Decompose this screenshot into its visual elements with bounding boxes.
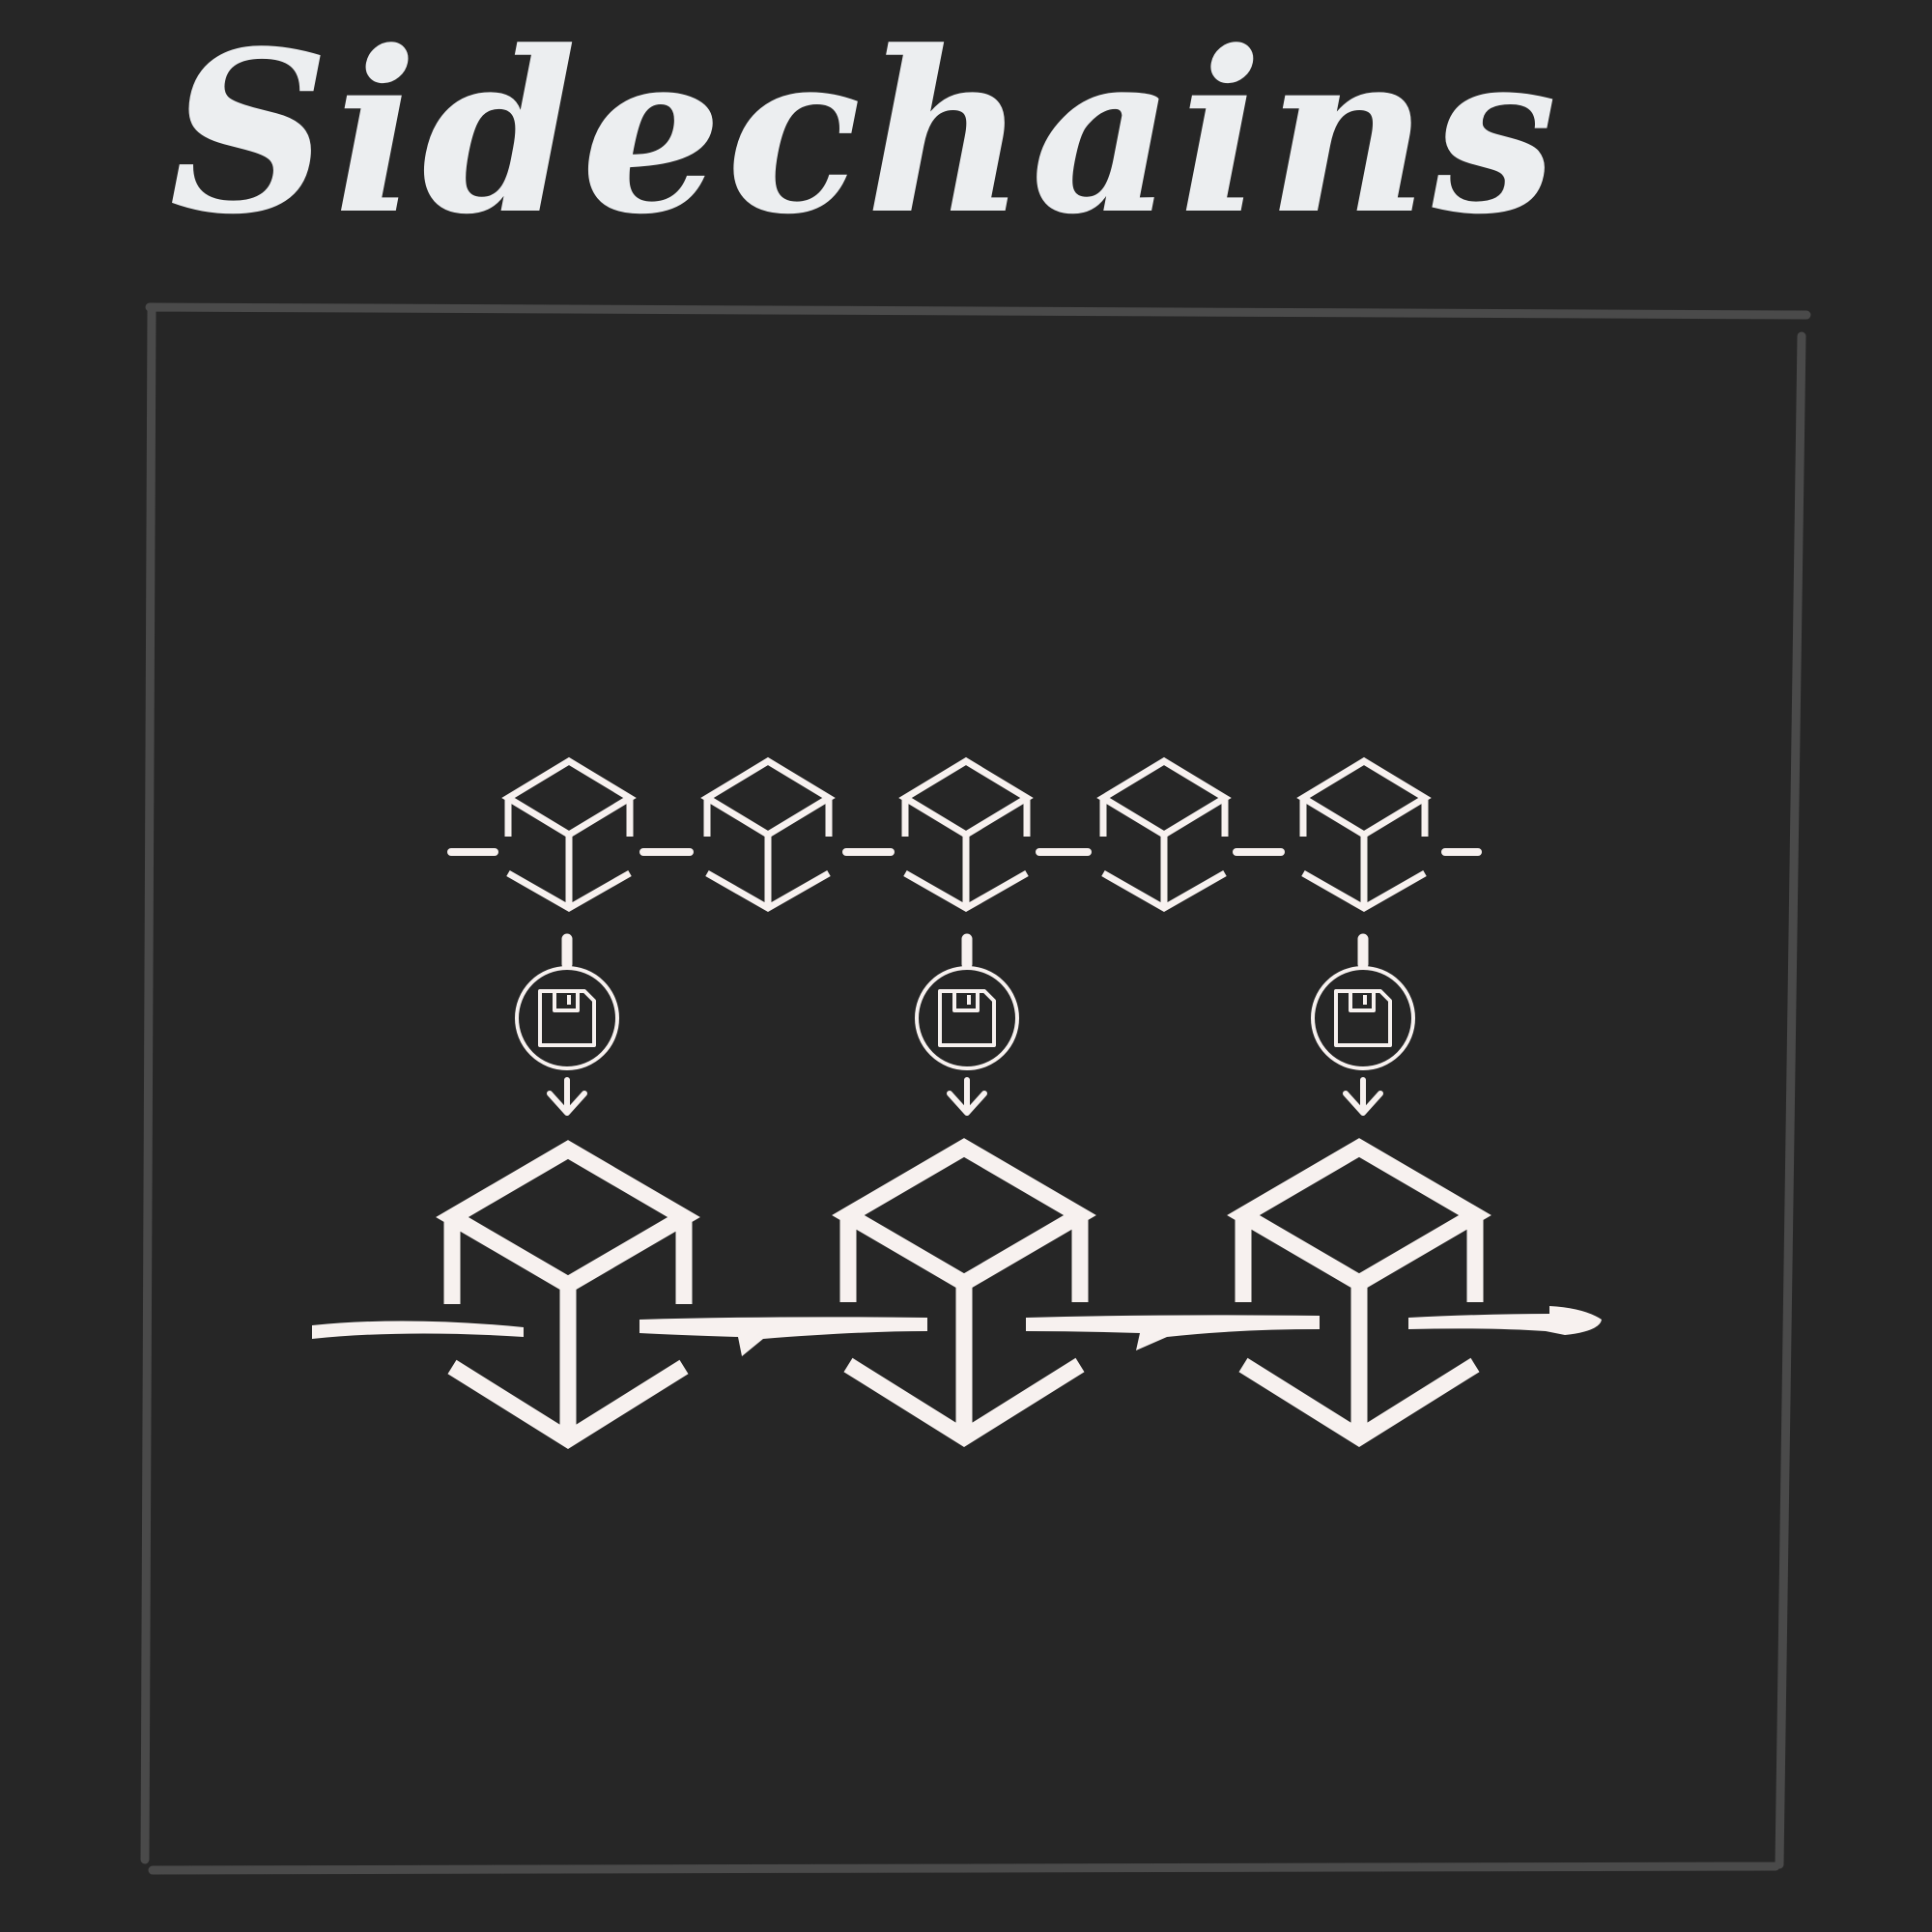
sidechain-blocks	[501, 756, 1432, 913]
diagram-frame	[140, 302, 1811, 1875]
anchor-link	[1311, 933, 1415, 1116]
floppy-disk-icon	[1334, 989, 1392, 1047]
main-chain-links	[312, 1306, 1602, 1356]
floppy-disk-icon-ring	[915, 966, 1019, 1070]
page-title: Sidechains	[169, 3, 1562, 264]
anchor-link	[515, 933, 619, 1116]
main-chain-block-icon	[1227, 1138, 1492, 1448]
floppy-disk-icon	[938, 989, 996, 1047]
main-chain-blocks	[436, 1138, 1492, 1450]
floppy-disk-icon-ring	[515, 966, 619, 1070]
main-chain-block-icon	[832, 1138, 1096, 1448]
anchor-link	[915, 933, 1019, 1116]
sidechain-block-icon	[700, 756, 836, 913]
main-chain-block-icon	[436, 1140, 700, 1450]
down-arrow-icon	[547, 1091, 587, 1116]
floppy-disk-icon-ring	[1311, 966, 1415, 1070]
floppy-disk-icon	[538, 989, 596, 1047]
sidechain-block-icon	[501, 756, 637, 913]
down-arrow-icon	[1343, 1091, 1383, 1116]
sidechain-block-icon	[1296, 756, 1432, 913]
down-arrow-icon	[947, 1091, 987, 1116]
sidechain-block-icon	[898, 756, 1034, 913]
sidechain-block-icon	[1096, 756, 1232, 913]
